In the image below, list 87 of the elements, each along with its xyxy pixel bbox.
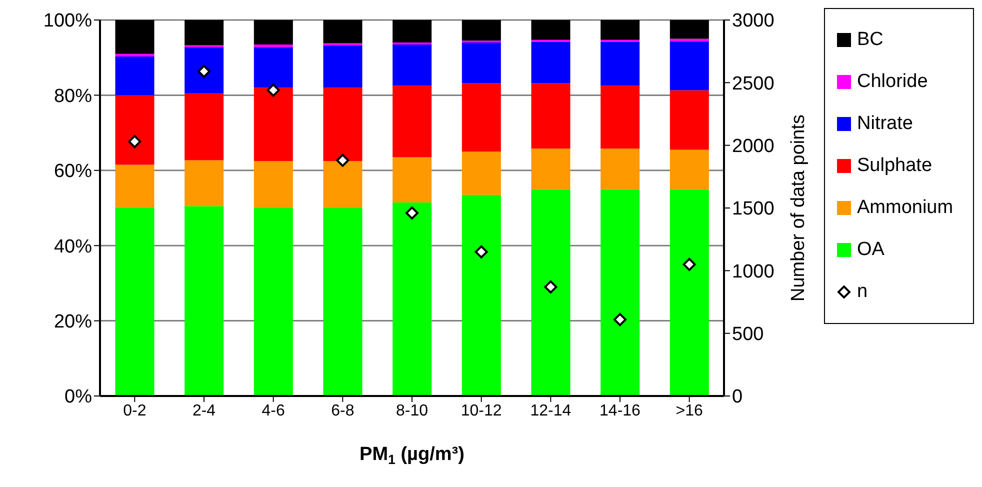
bar: [392, 44, 432, 86]
y2-tick-label: 2500: [732, 73, 774, 94]
bar: [531, 83, 570, 149]
y2-tick-label: 0: [732, 386, 743, 408]
x-axis-title: PM$_{1}$ (µg/m³): [360, 444, 464, 467]
point: [474, 245, 488, 258]
x-tick-label: 14-16: [600, 402, 641, 420]
point: [682, 258, 696, 271]
legend-label: Nitrate: [857, 113, 913, 135]
point: [406, 206, 418, 220]
bar: [600, 189, 640, 396]
x-tick-label: 8-10: [396, 402, 428, 420]
bar: [115, 54, 154, 56]
bar: [670, 90, 709, 150]
y-tick-label: 80%: [54, 86, 92, 107]
y2-tick-label: 500: [732, 324, 764, 346]
bar: [670, 189, 709, 396]
y2-axis-title: Number of data points: [788, 114, 809, 302]
bar: [392, 157, 432, 202]
point: [128, 135, 142, 148]
x-tick-label: >16: [676, 402, 704, 420]
x-tick-label: 6-8: [331, 402, 354, 420]
bar: [462, 20, 501, 41]
legend-label: BC: [857, 29, 884, 51]
bar: [670, 38, 709, 42]
bar: [323, 88, 362, 161]
y-tick-label: 100%: [43, 10, 92, 32]
legend-label: OA: [857, 239, 884, 261]
x-tick-label: 0-2: [123, 402, 146, 420]
bar: [184, 206, 224, 396]
x-tick-label: 12-14: [530, 402, 572, 420]
bar: [531, 42, 570, 84]
bar: [115, 95, 154, 165]
bar: [531, 20, 570, 40]
y2-tick-label: 1500: [732, 198, 774, 220]
bar: [184, 93, 224, 160]
x-tick-label: 2-4: [192, 402, 216, 420]
bar: [115, 56, 154, 96]
bar: [323, 20, 362, 44]
bar: [392, 202, 432, 396]
bar: [184, 160, 224, 206]
y-tick-label: 60%: [54, 161, 92, 182]
bar: [600, 20, 640, 40]
bar: [462, 194, 501, 396]
legend-label: Chloride: [857, 71, 928, 93]
bar: [392, 20, 432, 43]
bar: [115, 20, 154, 54]
bar: [184, 47, 224, 94]
point: [266, 84, 280, 97]
bar: [254, 161, 293, 208]
bar: [531, 189, 570, 396]
bar: [115, 207, 154, 396]
bar: [531, 148, 570, 190]
bar: [600, 86, 640, 149]
y-tick-label: 0%: [64, 386, 92, 408]
y2-tick-label: 2000: [732, 136, 774, 158]
legend-label: Ammonium: [857, 197, 954, 219]
bar: [323, 208, 362, 396]
bar: [462, 152, 501, 195]
y2-tick-label: 3000: [732, 10, 774, 32]
bar: [462, 83, 501, 152]
bar: [254, 44, 293, 48]
point: [336, 154, 350, 167]
bar: [254, 20, 293, 44]
bar: [670, 41, 709, 90]
point: [544, 280, 558, 294]
bar: [600, 148, 640, 190]
bar: [670, 150, 709, 190]
bar: [462, 42, 501, 84]
bar: [254, 88, 293, 161]
legend-label: Sulphate: [857, 155, 932, 177]
point: [614, 313, 626, 326]
x-tick-label: 10-12: [460, 402, 502, 420]
y2-tick-label: 1000: [732, 261, 774, 282]
bar: [323, 161, 362, 208]
bar: [323, 45, 362, 88]
bar: [392, 86, 432, 158]
legend-label: n: [857, 281, 868, 303]
bar: [254, 47, 293, 88]
bar: [184, 20, 224, 46]
y-tick-label: 40%: [54, 236, 92, 258]
y-tick-label: 20%: [54, 312, 92, 333]
bar: [254, 208, 293, 396]
bar: [600, 42, 640, 86]
x-tick-label: 4-6: [262, 402, 285, 420]
bar: [670, 20, 709, 39]
bar: [115, 164, 154, 208]
